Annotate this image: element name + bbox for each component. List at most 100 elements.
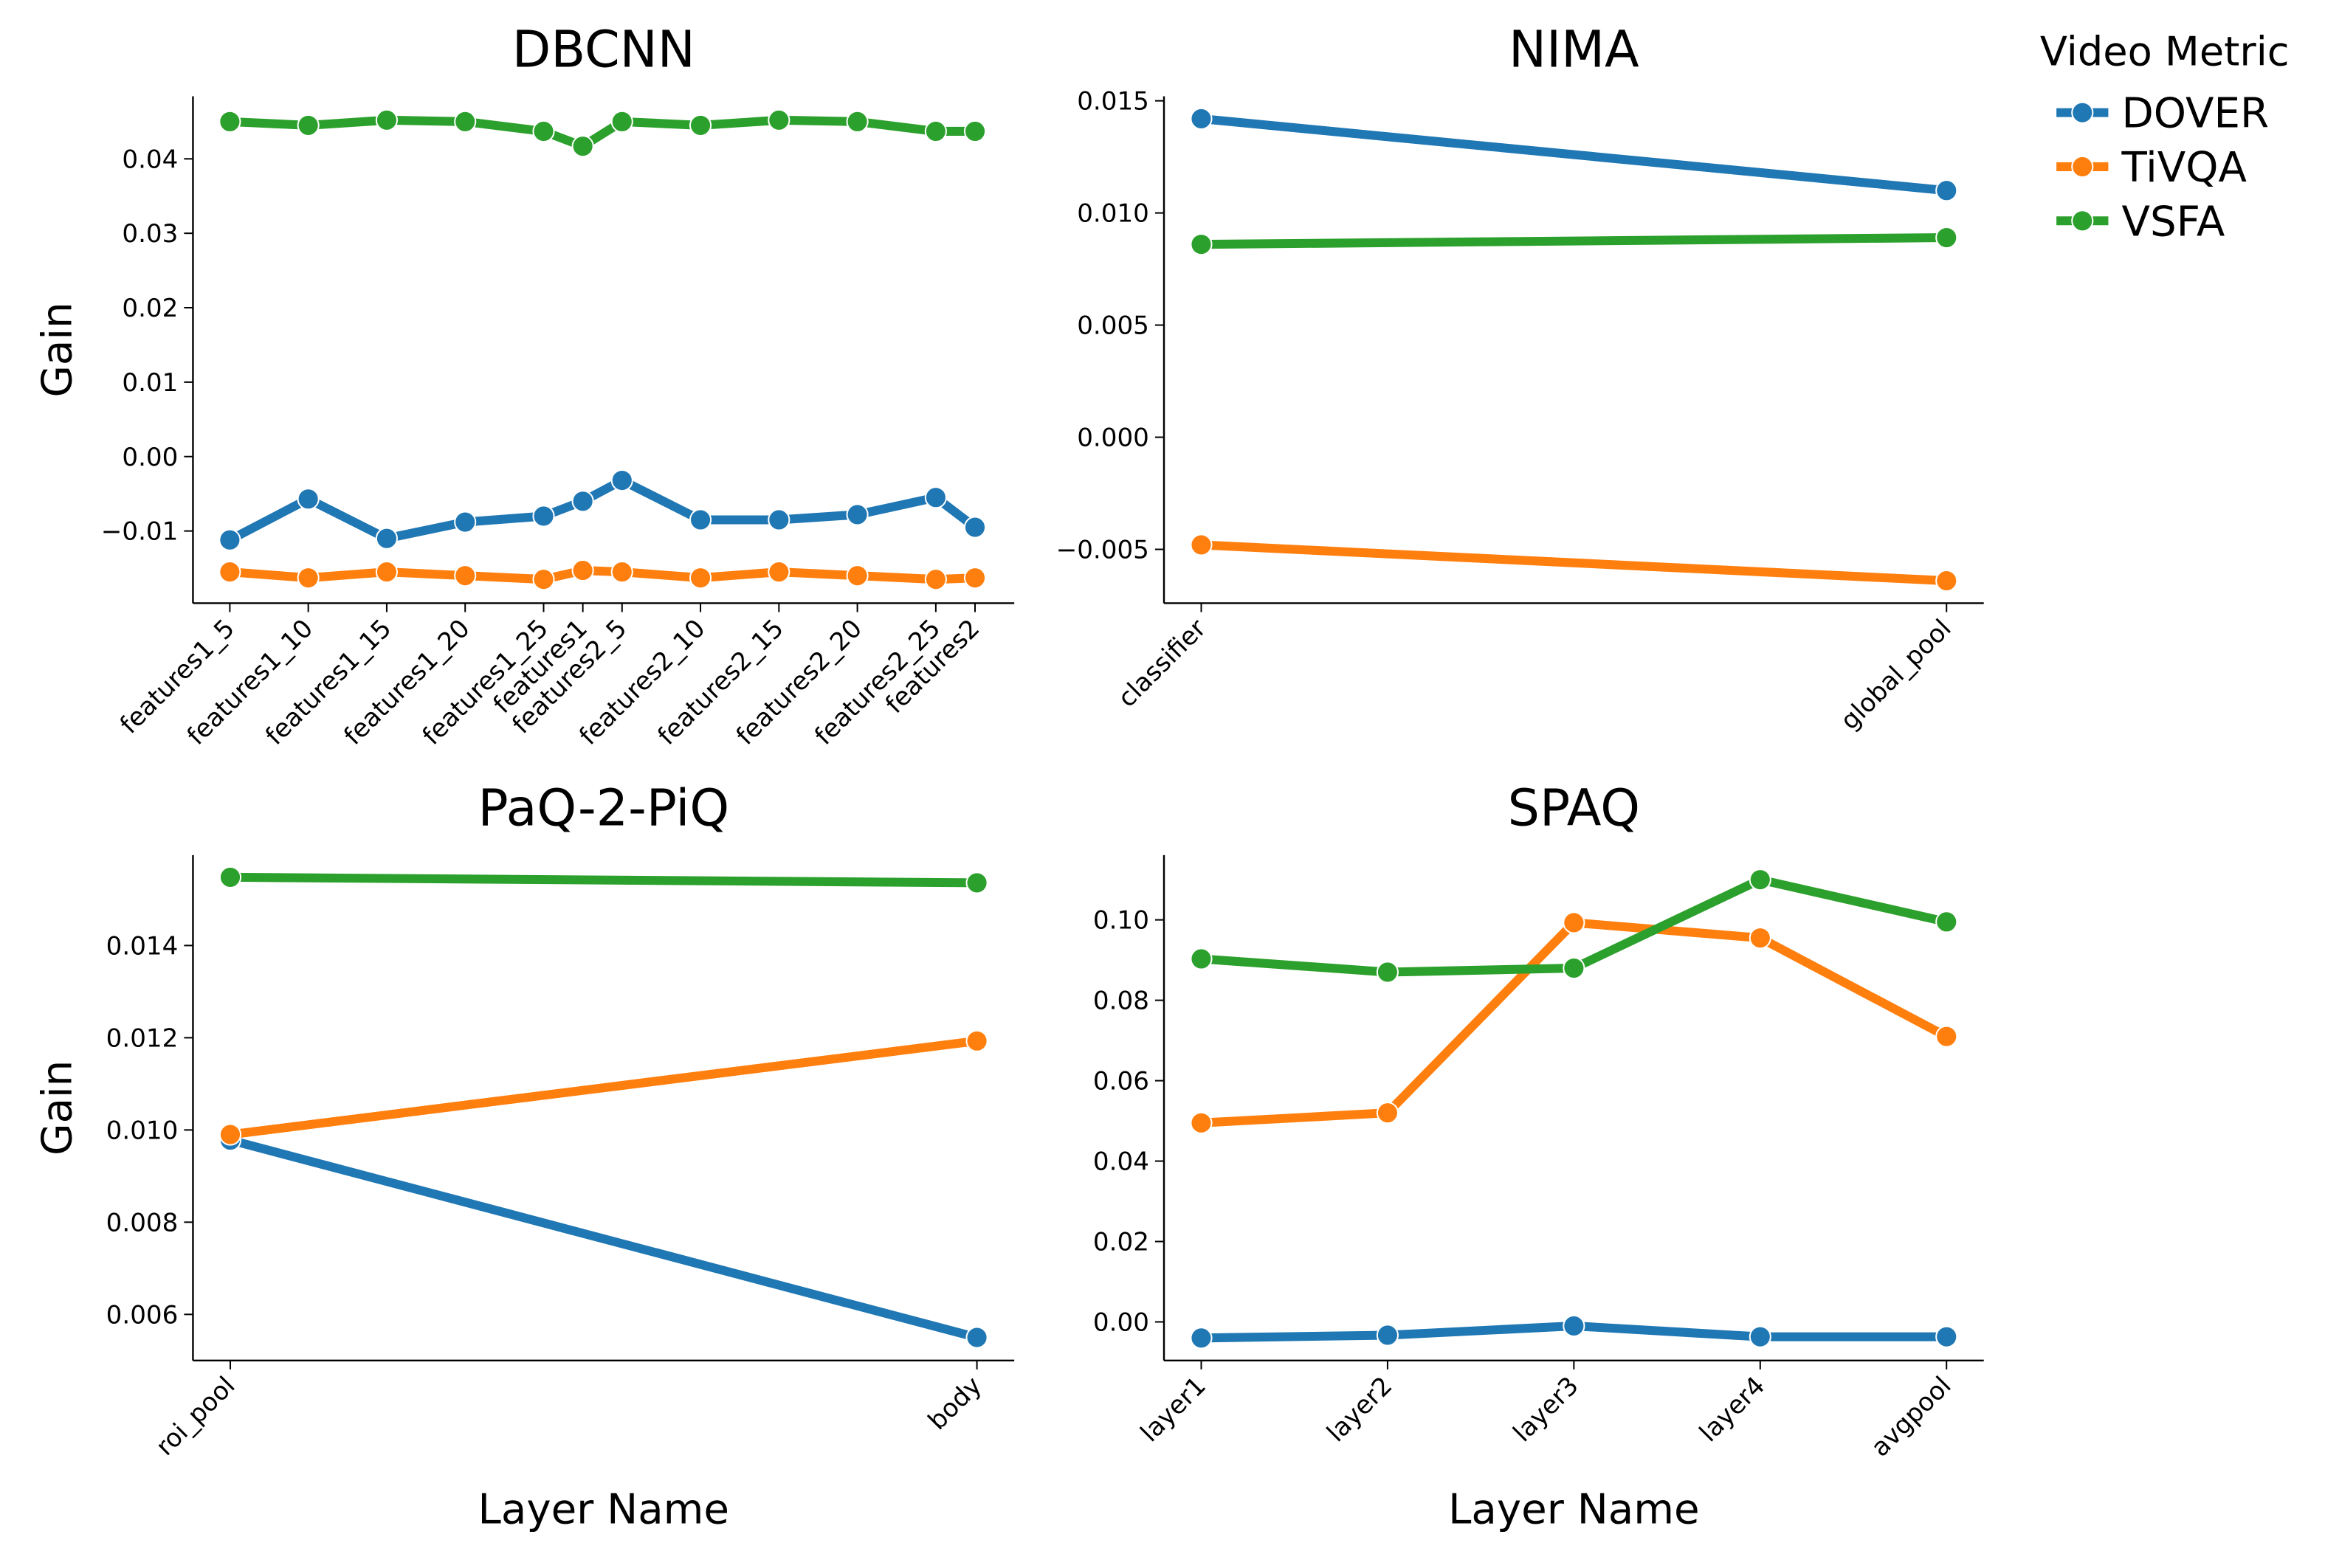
data-point: [297, 488, 320, 511]
y-tick-label: 0.02: [122, 294, 178, 323]
series-line: [229, 566, 976, 584]
data-point: [1563, 1314, 1585, 1338]
data-point: [1376, 961, 1399, 984]
data-point: [1190, 533, 1213, 556]
data-point: [768, 108, 790, 131]
y-tick-label: 0.06: [1093, 1067, 1149, 1096]
x-tick-label: layer2: [1321, 1371, 1398, 1448]
y-tick-label: 0.000: [1077, 424, 1149, 453]
series-line: [230, 115, 976, 151]
legend-label: TiVQA: [2121, 144, 2247, 192]
y-tick-label: −0.01: [101, 517, 179, 547]
data-point: [454, 511, 477, 533]
y-tick-label: 0.08: [1093, 987, 1149, 1016]
series-line: [229, 1136, 979, 1342]
data-point: [924, 568, 947, 591]
x-tick-label: layer3: [1508, 1371, 1585, 1448]
data-point: [689, 114, 712, 137]
legend-item-dover: DOVER: [2056, 90, 2269, 138]
data-point: [1935, 1025, 1958, 1048]
data-point: [965, 1326, 988, 1349]
data-point: [454, 564, 477, 587]
series-line: [230, 1036, 978, 1139]
y-tick-label: 0.00: [1093, 1308, 1149, 1338]
data-point: [571, 135, 594, 158]
data-point: [218, 1123, 242, 1146]
data-point: [1376, 1102, 1399, 1125]
legend-marker: [2071, 101, 2094, 124]
data-point: [924, 120, 947, 143]
x-tick-label: avgpool: [1865, 1371, 1957, 1462]
legend-label: VSFA: [2122, 198, 2225, 246]
data-point: [965, 871, 988, 894]
x-tick-label: layer1: [1135, 1371, 1212, 1448]
y-tick-label: 0.008: [106, 1208, 179, 1237]
data-point: [610, 469, 633, 492]
data-point: [1190, 1327, 1213, 1350]
data-point: [1749, 1325, 1771, 1348]
series-line: [1201, 918, 1949, 1127]
data-point: [532, 120, 555, 143]
data-point: [846, 503, 869, 526]
y-tick-label: 0.02: [1093, 1228, 1149, 1257]
x-tick-label: global_pool: [1835, 614, 1957, 736]
y-tick-label: 0.010: [1077, 199, 1149, 229]
y-tick-label: 0.10: [1093, 906, 1149, 936]
y-tick-label: 0.015: [1077, 87, 1149, 117]
y-tick-label: 0.04: [122, 145, 178, 174]
data-point: [1749, 868, 1771, 891]
y-tick-label: 0.006: [106, 1300, 179, 1330]
series-line: [1201, 233, 1947, 249]
data-point: [297, 114, 320, 137]
y-tick-label: 0.012: [106, 1023, 179, 1053]
data-point: [924, 486, 947, 509]
data-point: [375, 527, 399, 550]
series-line: [227, 476, 978, 545]
legend-item-vsfa: VSFA: [2056, 198, 2225, 246]
y-tick-label: 0.03: [122, 219, 178, 249]
panel-title: SPAQ: [1508, 780, 1640, 838]
data-point: [689, 508, 712, 531]
series-vsfa: [218, 866, 988, 894]
data-point: [1563, 956, 1585, 980]
data-point: [963, 567, 987, 590]
data-point: [1749, 927, 1771, 950]
x-tick-label: body: [923, 1371, 988, 1436]
y-tick-label: 0.04: [1093, 1147, 1149, 1177]
x-axis-label: Layer Name: [1448, 1486, 1699, 1534]
x-tick-label: roi_pool: [151, 1371, 241, 1462]
y-tick-label: −0.005: [1056, 536, 1149, 565]
y-axis-label: Gain: [34, 1060, 82, 1156]
series-dover: [1190, 107, 1958, 202]
data-point: [610, 561, 633, 584]
y-axis-label: Gain: [34, 302, 82, 397]
data-point: [1935, 226, 1958, 249]
data-point: [610, 110, 633, 133]
data-point: [1935, 911, 1958, 933]
series-dover: [1190, 1314, 1958, 1350]
panel-title: PaQ-2-PiQ: [478, 780, 729, 838]
data-point: [1563, 911, 1585, 934]
data-point: [1190, 1111, 1213, 1134]
data-point: [1935, 179, 1958, 202]
panel-spaq: SPAQ 0.00 0.02 0.04 0.06 0.08 0.10 layer1 layer2…: [1093, 780, 1984, 1534]
data-point: [963, 120, 987, 143]
data-point: [375, 108, 399, 131]
panel-title: NIMA: [1509, 21, 1639, 79]
series-dover: [218, 469, 987, 551]
series-tivqa: [1190, 911, 1958, 1134]
series-tivqa: [218, 1029, 988, 1146]
data-point: [218, 110, 241, 133]
data-point: [218, 866, 242, 888]
x-axis-label: Layer Name: [478, 1486, 729, 1534]
y-tick-label: 0.00: [122, 443, 178, 472]
data-point: [846, 564, 869, 587]
series-line: [230, 872, 977, 888]
series-tivqa: [1190, 533, 1958, 593]
x-tick-label: classifier: [1112, 613, 1213, 714]
data-point: [218, 528, 241, 551]
series-dover: [218, 1129, 988, 1349]
data-point: [1935, 1325, 1958, 1348]
y-tick-label: 0.005: [1077, 311, 1149, 341]
